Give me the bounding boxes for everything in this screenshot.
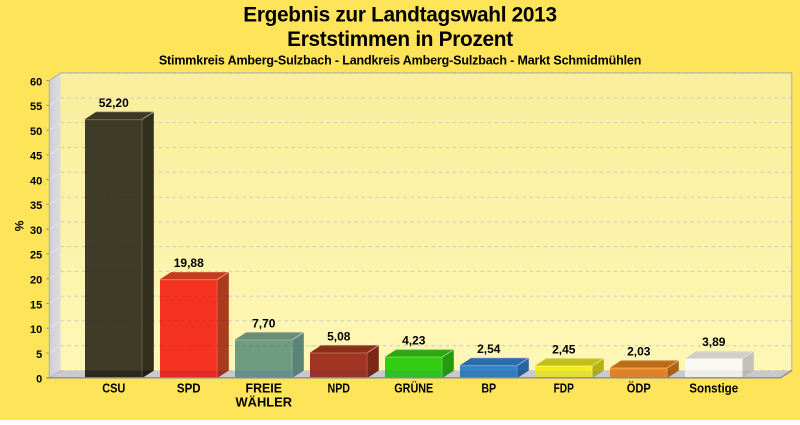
- svg-text:5: 5: [36, 349, 42, 361]
- svg-text:2,03: 2,03: [627, 344, 651, 358]
- svg-text:7,70: 7,70: [252, 316, 276, 330]
- svg-text:30: 30: [30, 225, 42, 237]
- svg-text:WÄHLER: WÄHLER: [236, 395, 293, 410]
- svg-text:SPD: SPD: [177, 382, 201, 396]
- svg-text:NPD: NPD: [328, 382, 351, 396]
- svg-text:Sonstige: Sonstige: [689, 382, 738, 396]
- svg-text:60: 60: [30, 76, 42, 88]
- svg-text:GRÜNE: GRÜNE: [394, 381, 433, 396]
- svg-text:52,20: 52,20: [99, 96, 129, 110]
- svg-text:0: 0: [36, 374, 42, 386]
- svg-text:BP: BP: [481, 382, 496, 396]
- svg-text:3,89: 3,89: [702, 335, 726, 349]
- svg-text:%: %: [13, 220, 27, 231]
- svg-text:45: 45: [30, 151, 42, 163]
- svg-text:10: 10: [30, 324, 42, 336]
- svg-text:35: 35: [30, 200, 42, 212]
- svg-text:25: 25: [30, 250, 42, 262]
- svg-text:19,88: 19,88: [174, 256, 204, 270]
- svg-text:Erststimmen in Prozent: Erststimmen in Prozent: [287, 28, 513, 51]
- svg-text:CSU: CSU: [102, 382, 125, 396]
- svg-text:FREIE: FREIE: [246, 382, 283, 396]
- svg-text:40: 40: [30, 175, 42, 187]
- svg-text:Stimmkreis Amberg-Sulzbach - L: Stimmkreis Amberg-Sulzbach - Landkreis A…: [159, 54, 641, 68]
- svg-text:50: 50: [30, 126, 42, 138]
- svg-text:5,08: 5,08: [327, 329, 351, 343]
- svg-text:55: 55: [30, 101, 42, 113]
- svg-text:4,23: 4,23: [402, 334, 426, 348]
- svg-text:Ergebnis zur Landtagswahl 2013: Ergebnis zur Landtagswahl 2013: [243, 3, 556, 26]
- svg-text:2,45: 2,45: [552, 342, 576, 356]
- svg-text:15: 15: [30, 299, 42, 311]
- svg-text:20: 20: [30, 275, 42, 287]
- svg-text:ÖDP: ÖDP: [627, 381, 651, 396]
- svg-text:FDP: FDP: [554, 382, 574, 396]
- svg-text:2,54: 2,54: [477, 342, 501, 356]
